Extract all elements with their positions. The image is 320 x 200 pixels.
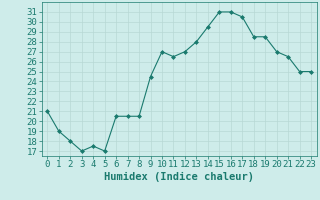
X-axis label: Humidex (Indice chaleur): Humidex (Indice chaleur): [104, 172, 254, 182]
